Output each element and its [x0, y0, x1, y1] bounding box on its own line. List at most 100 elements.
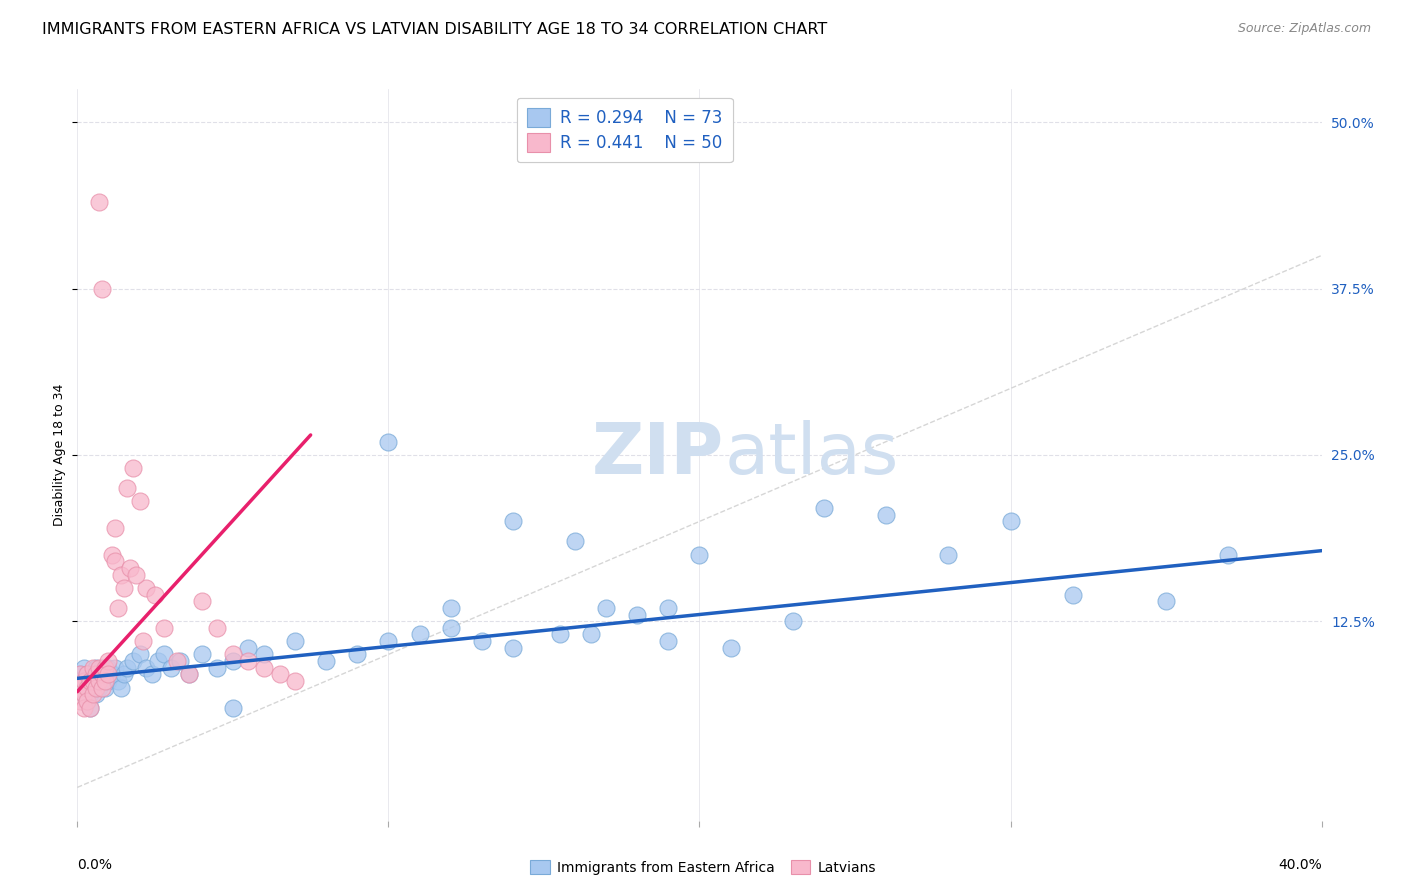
Point [97, 661, 120, 675]
Point [79, 673, 101, 688]
Point [346, 648, 368, 662]
Point [135, 661, 157, 675]
Point [179, 667, 201, 681]
Point [79, 700, 101, 714]
Point [166, 654, 188, 668]
Point [207, 661, 229, 675]
Point [153, 648, 176, 662]
Point [122, 461, 145, 475]
Point [148, 654, 170, 668]
Point [69, 681, 91, 695]
Point [91, 681, 114, 695]
Point [72, 687, 94, 701]
Point [100, 667, 122, 681]
Point [72, 687, 94, 701]
Point [626, 607, 648, 622]
Point [502, 640, 524, 655]
Point [79, 673, 101, 688]
Point [131, 634, 153, 648]
Point [122, 654, 145, 668]
Point [76, 681, 98, 695]
Point [82, 673, 104, 688]
Point [76, 694, 98, 708]
Point [72, 661, 94, 675]
Point [471, 634, 494, 648]
Point [91, 673, 114, 688]
Point [222, 654, 245, 668]
Point [408, 627, 430, 641]
Point [120, 561, 142, 575]
Legend: R = 0.294    N = 73, R = 0.441    N = 50: R = 0.294 N = 73, R = 0.441 N = 50 [517, 97, 733, 161]
Point [91, 667, 114, 681]
Point [107, 600, 129, 615]
Point [269, 667, 291, 681]
Point [315, 654, 337, 668]
Point [107, 673, 129, 688]
Point [125, 567, 148, 582]
Point [91, 661, 114, 675]
Point [141, 667, 163, 681]
Point [94, 673, 117, 688]
Point [69, 667, 91, 681]
Point [143, 588, 166, 602]
Point [69, 667, 91, 681]
Text: 0.0%: 0.0% [77, 858, 112, 871]
Point [112, 581, 135, 595]
Point [564, 534, 586, 549]
Point [115, 661, 138, 675]
Point [82, 687, 104, 701]
Point [72, 700, 94, 714]
Point [179, 667, 201, 681]
Point [253, 661, 276, 675]
Point [104, 554, 127, 568]
Point [76, 667, 98, 681]
Point [238, 640, 260, 655]
Point [110, 567, 132, 582]
Point [84, 687, 107, 701]
Point [87, 681, 110, 695]
Point [238, 654, 260, 668]
Point [153, 621, 176, 635]
Point [76, 667, 98, 681]
Point [69, 681, 91, 695]
Point [100, 548, 122, 562]
Point [87, 673, 110, 688]
Point [720, 640, 742, 655]
Point [94, 667, 117, 681]
Point [207, 621, 229, 635]
Point [115, 481, 138, 495]
Point [502, 515, 524, 529]
Point [191, 648, 214, 662]
Point [97, 667, 120, 681]
Point [69, 694, 91, 708]
Point [1000, 515, 1022, 529]
Point [875, 508, 897, 522]
Point [97, 654, 120, 668]
Point [94, 661, 117, 675]
Point [84, 681, 107, 695]
Point [128, 648, 150, 662]
Point [72, 673, 94, 688]
Point [135, 581, 157, 595]
Point [782, 614, 804, 628]
Point [657, 634, 679, 648]
Point [82, 681, 104, 695]
Point [112, 667, 135, 681]
Point [84, 673, 107, 688]
Point [87, 661, 110, 675]
Text: 40.0%: 40.0% [1278, 858, 1322, 871]
Point [284, 673, 307, 688]
Text: atlas: atlas [724, 420, 898, 490]
Point [689, 548, 711, 562]
Point [79, 687, 101, 701]
Point [76, 694, 98, 708]
Point [253, 648, 276, 662]
Point [1154, 594, 1177, 608]
Text: Source: ZipAtlas.com: Source: ZipAtlas.com [1237, 22, 1371, 36]
Point [104, 521, 127, 535]
Point [284, 634, 307, 648]
Point [94, 681, 117, 695]
Point [91, 282, 114, 296]
Point [440, 621, 463, 635]
Point [84, 661, 107, 675]
